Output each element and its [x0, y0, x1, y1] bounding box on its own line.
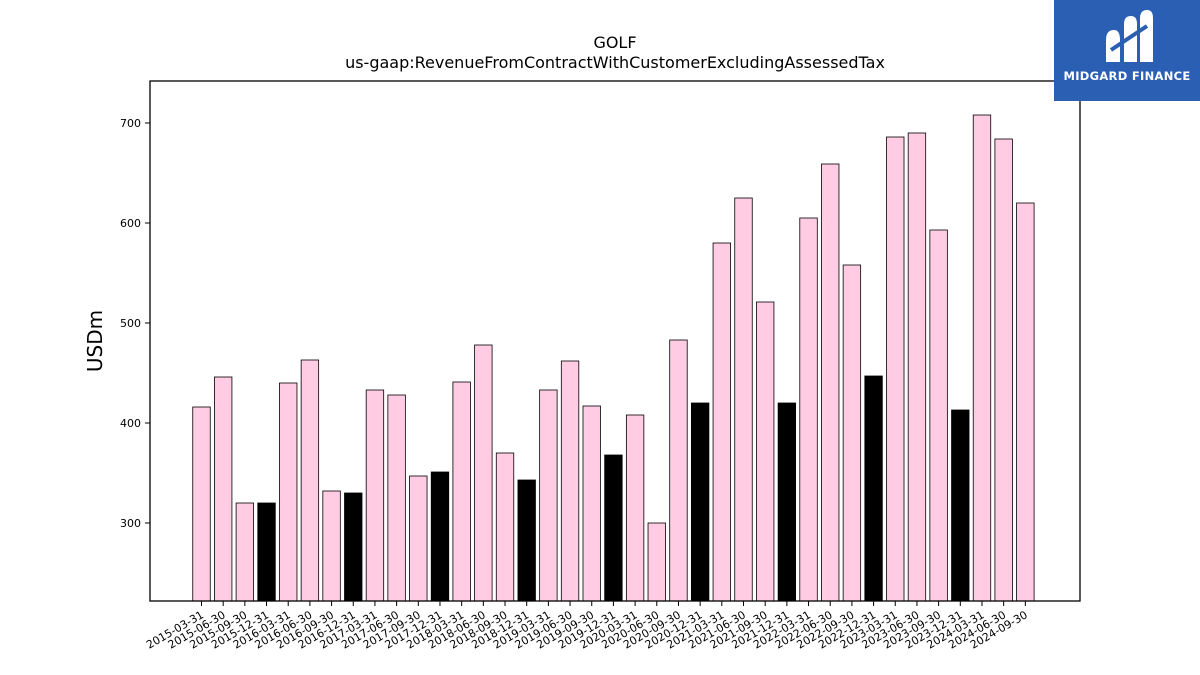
bar-2022-09-30 [842, 264, 862, 602]
bar-2020-09-30 [669, 339, 688, 602]
bar-2023-09-30 [929, 229, 948, 602]
bar-2015-03-31 [192, 406, 211, 602]
bar-2023-12-31 [951, 409, 970, 602]
brand-logo: MIDGARD FINANCE [1054, 0, 1200, 101]
bar-2021-12-31 [777, 402, 797, 602]
bar-2018-06-30 [474, 344, 493, 602]
y-axis-label: USDm [83, 310, 107, 372]
bar-2019-09-30 [582, 405, 601, 602]
chart-subtitle: us-gaap:RevenueFromContractWithCustomerE… [345, 53, 885, 72]
bar-2024-03-31 [972, 114, 992, 602]
plot-frame [149, 80, 1081, 602]
y-tick-label: 700 [120, 117, 141, 130]
bar-2016-03-31 [279, 382, 298, 602]
bar-2019-06-30 [560, 360, 580, 602]
bar-2022-12-31 [864, 375, 883, 602]
bar-2019-12-31 [604, 454, 623, 602]
bar-2023-03-31 [886, 136, 905, 602]
bar-2017-09-30 [409, 475, 428, 602]
chart-title: GOLF [593, 33, 637, 52]
y-axis-ticks: 300 400 500 600 700 [120, 117, 150, 530]
bar-2015-09-30 [235, 502, 255, 602]
bar-2017-12-31 [430, 471, 450, 602]
bar-2024-06-30 [994, 138, 1013, 602]
bar-2024-09-30 [1016, 202, 1035, 602]
bar-2021-09-30 [756, 301, 775, 602]
y-tick-label: 500 [120, 317, 141, 330]
y-tick-label: 400 [120, 417, 141, 430]
bar-2018-03-31 [452, 381, 471, 602]
bar-2015-06-30 [214, 376, 233, 602]
y-tick-label: 600 [120, 217, 141, 230]
bar-2015-12-31 [257, 502, 276, 602]
bar-2017-06-30 [387, 394, 406, 602]
bar-2016-12-31 [344, 492, 363, 602]
bar-2023-06-30 [907, 132, 927, 602]
bar-2021-06-30 [734, 197, 753, 602]
bar-2020-03-31 [625, 414, 645, 602]
bar-2017-03-31 [365, 389, 385, 602]
bar-2018-12-31 [517, 479, 536, 602]
bar-2022-03-31 [799, 217, 818, 602]
bar-2018-09-30 [495, 452, 515, 602]
x-axis-ticks: 2015-03-312015-06-302015-09-302015-12-31… [144, 601, 1030, 652]
midgard-logo-icon [1106, 10, 1153, 62]
bar-2016-09-30 [322, 490, 341, 602]
bar-2019-03-31 [539, 389, 558, 602]
bar-2021-03-31 [712, 242, 731, 602]
bar-2022-06-30 [821, 163, 840, 602]
bar-2020-06-30 [647, 522, 666, 602]
logo-text: MIDGARD FINANCE [1063, 69, 1191, 83]
bars-group [192, 114, 1035, 602]
bar-2016-06-30 [300, 359, 320, 602]
bar-2020-12-31 [690, 402, 710, 602]
y-tick-label: 300 [120, 517, 141, 530]
